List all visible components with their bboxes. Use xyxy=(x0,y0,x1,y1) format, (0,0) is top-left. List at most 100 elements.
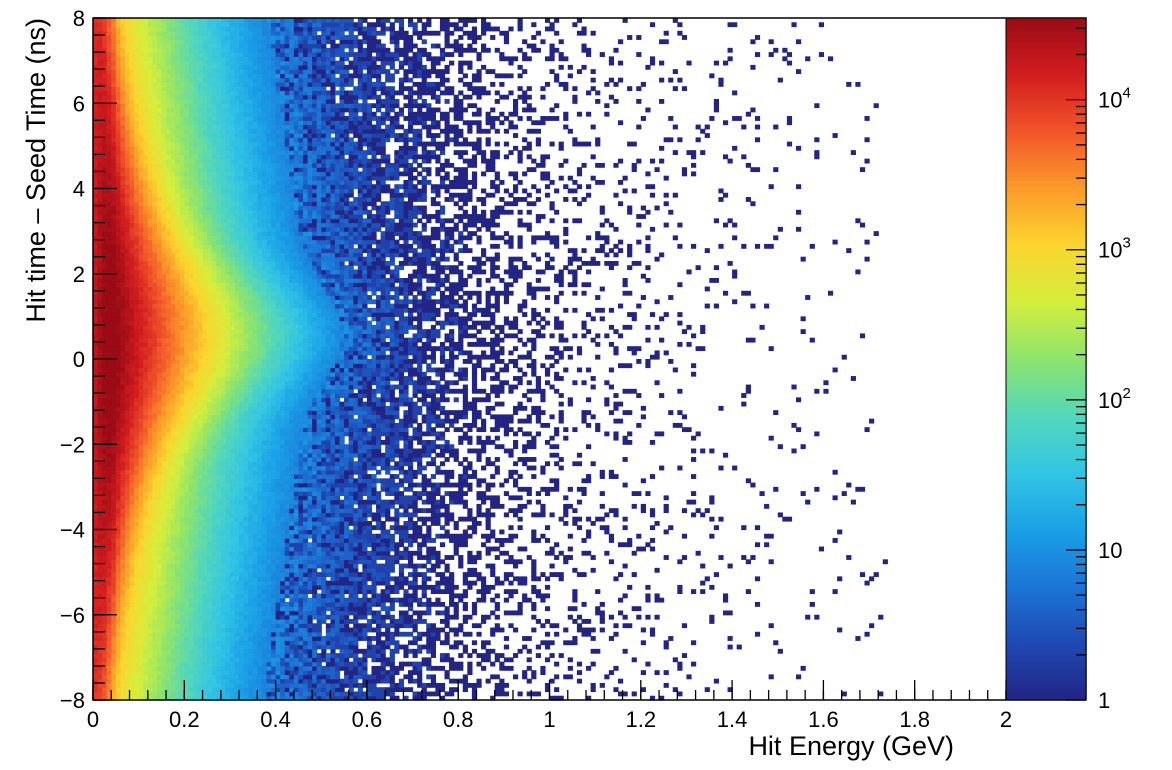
heatmap-cell xyxy=(166,393,172,398)
heatmap-cell xyxy=(179,584,185,590)
heatmap-cell xyxy=(138,674,144,680)
heatmap-cell xyxy=(170,124,176,130)
heatmap-cell xyxy=(120,260,126,266)
heatmap-cell xyxy=(198,320,204,326)
heatmap-cell xyxy=(175,371,181,377)
heatmap-cell xyxy=(207,486,213,492)
heatmap-cell xyxy=(120,388,126,394)
heatmap-cell xyxy=(138,448,144,454)
heatmap-cell xyxy=(120,107,126,113)
heatmap-cell xyxy=(134,422,140,428)
heatmap-cell xyxy=(129,86,135,92)
heatmap-cell xyxy=(93,209,99,215)
heatmap-cell xyxy=(184,559,190,565)
heatmap-cell xyxy=(170,563,176,569)
heatmap-cell xyxy=(97,205,103,211)
heatmap-cell xyxy=(184,350,190,356)
heatmap-cell xyxy=(193,512,199,518)
heatmap-cell xyxy=(188,572,195,577)
heatmap-cell xyxy=(152,380,158,386)
heatmap-cell xyxy=(179,290,185,296)
heatmap-cell xyxy=(143,503,149,509)
heatmap-cell xyxy=(193,359,199,364)
heatmap-cell xyxy=(207,145,213,151)
heatmap-cell xyxy=(175,461,181,467)
heatmap-cell xyxy=(111,133,117,138)
heatmap-cell xyxy=(106,640,112,646)
heatmap-cell xyxy=(147,201,153,207)
heatmap-cell xyxy=(129,491,135,496)
heatmap-cell xyxy=(124,636,131,641)
heatmap-cell xyxy=(147,346,153,352)
heatmap-cell xyxy=(115,606,121,612)
heatmap-cell xyxy=(202,640,208,646)
heatmap-cell xyxy=(134,278,140,283)
heatmap-cell xyxy=(129,90,135,96)
heatmap-cell xyxy=(225,589,231,595)
heatmap-cell xyxy=(179,678,185,684)
heatmap-cell xyxy=(129,299,135,305)
heatmap-cell xyxy=(115,452,121,458)
heatmap-cell xyxy=(161,30,167,36)
heatmap-cell xyxy=(134,542,140,548)
heatmap-cell xyxy=(115,644,121,650)
heatmap-cell xyxy=(234,538,240,543)
heatmap-cell xyxy=(134,584,140,590)
heatmap-cell xyxy=(124,120,131,126)
heatmap-cell xyxy=(179,269,185,275)
heatmap-cell xyxy=(166,337,172,343)
heatmap-cell xyxy=(129,188,135,194)
heatmap-cell xyxy=(134,324,140,330)
heatmap-cell xyxy=(220,550,226,556)
heatmap-cell xyxy=(115,589,121,595)
heatmap-cell xyxy=(184,98,190,104)
heatmap-cell xyxy=(97,22,103,28)
heatmap-cell xyxy=(166,128,172,134)
heatmap-cell xyxy=(115,299,121,305)
heatmap-cell xyxy=(234,580,240,586)
heatmap-cell xyxy=(188,631,195,637)
heatmap-cell xyxy=(134,589,140,595)
heatmap-cell xyxy=(179,354,185,360)
heatmap-cell xyxy=(211,141,217,147)
heatmap-cell xyxy=(220,653,226,658)
heatmap-cell xyxy=(120,584,126,590)
heatmap-cell xyxy=(147,657,153,663)
heatmap-cell xyxy=(202,248,208,254)
heatmap-cell xyxy=(111,435,117,441)
heatmap-cell xyxy=(175,410,181,416)
heatmap-cell xyxy=(184,461,190,467)
heatmap-cell xyxy=(184,636,190,641)
heatmap-cell xyxy=(115,30,121,36)
heatmap-cell xyxy=(147,474,153,479)
heatmap-cell xyxy=(188,380,195,386)
heatmap-cell xyxy=(184,295,190,300)
heatmap-cell xyxy=(220,90,226,96)
heatmap-cell xyxy=(93,116,99,121)
heatmap-cell xyxy=(120,290,126,296)
heatmap-cell xyxy=(225,448,231,454)
heatmap-cell xyxy=(166,214,172,219)
heatmap-cell xyxy=(156,461,163,467)
heatmap-cell xyxy=(138,179,144,185)
heatmap-cell xyxy=(147,320,153,326)
heatmap-cell xyxy=(124,77,131,83)
heatmap-cell xyxy=(175,631,181,637)
heatmap-cell xyxy=(198,363,204,369)
heatmap-cell xyxy=(111,179,117,185)
heatmap-cell xyxy=(134,295,140,300)
heatmap-cell xyxy=(134,388,140,394)
heatmap-cell xyxy=(111,478,117,484)
heatmap-cell xyxy=(93,73,99,79)
heatmap-cell xyxy=(97,77,103,83)
heatmap-cell xyxy=(184,273,190,279)
heatmap-cell xyxy=(229,695,236,701)
heatmap-cell xyxy=(147,499,153,505)
heatmap-cell xyxy=(115,239,121,245)
heatmap-cell xyxy=(97,371,103,377)
heatmap-cell xyxy=(184,388,190,394)
heatmap-cell xyxy=(225,376,231,381)
heatmap-cell xyxy=(166,682,172,688)
heatmap-cell xyxy=(147,307,153,313)
heatmap-cell xyxy=(184,26,190,32)
